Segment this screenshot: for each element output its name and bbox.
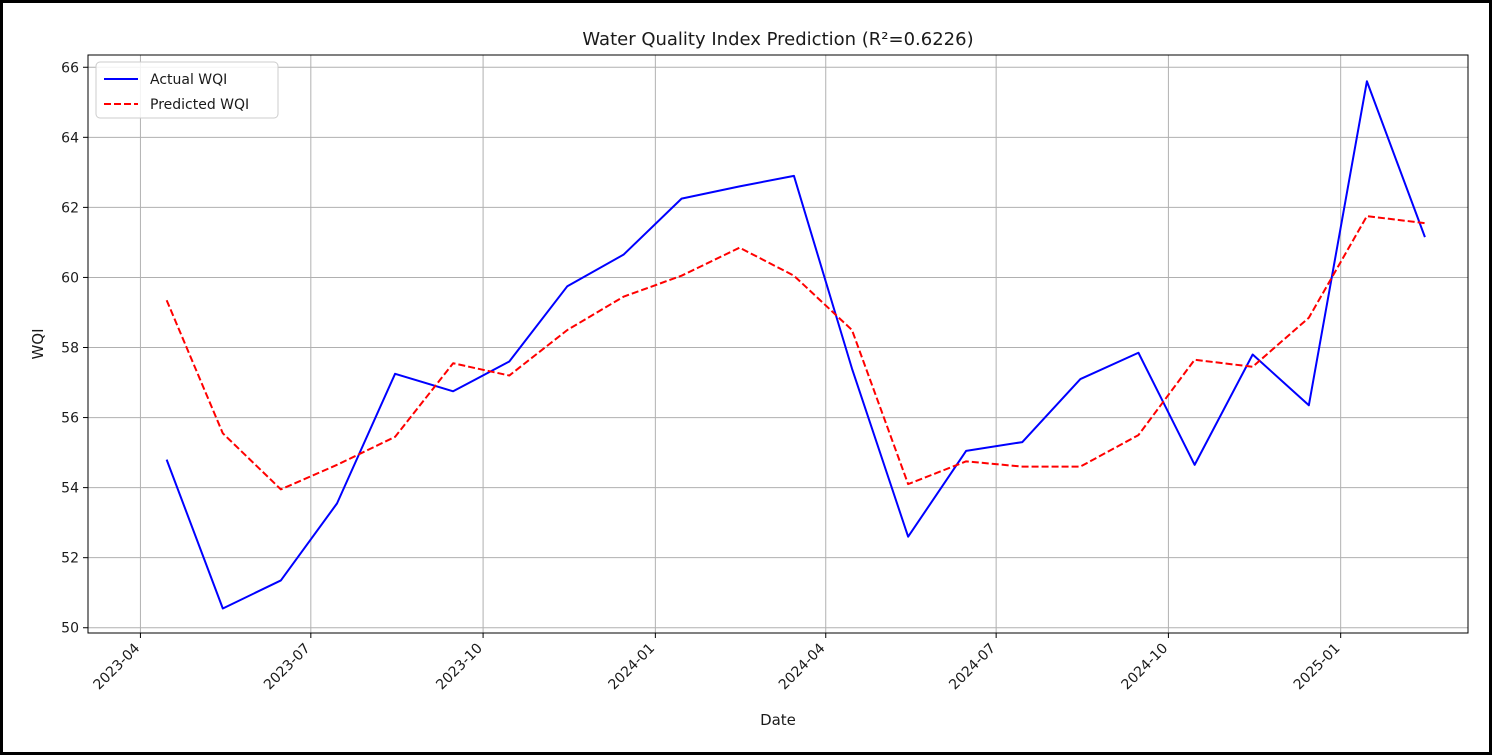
legend-label-actual: Actual WQI — [150, 72, 227, 88]
x-tick-label: 2024-07 — [946, 641, 999, 694]
x-tick-label: 2023-04 — [91, 640, 144, 693]
series-lines — [165, 80, 1426, 610]
x-tick-label: 2024-01 — [606, 641, 659, 694]
series-line-actual — [165, 80, 1426, 610]
plot-background — [88, 55, 1468, 633]
legend-label-predicted: Predicted WQI — [150, 97, 249, 113]
x-tick-label: 2023-10 — [433, 641, 486, 694]
x-axis-label: Date — [760, 711, 796, 729]
gridlines — [88, 55, 1468, 633]
chart-title: Water Quality Index Prediction (R²=0.622… — [582, 29, 973, 50]
plot-frame — [87, 54, 1469, 634]
y-tick-label: 50 — [61, 621, 79, 637]
x-tick-label: 2025-01 — [1291, 641, 1344, 694]
y-tick-label: 54 — [61, 481, 79, 497]
y-tick-label: 64 — [61, 130, 79, 146]
x-tick-label: 2023-07 — [261, 641, 314, 694]
x-tick-label: 2024-04 — [776, 640, 829, 693]
y-tick-label: 62 — [61, 200, 79, 216]
legend: Actual WQI Predicted WQI — [95, 61, 279, 119]
y-tick-label: 52 — [61, 551, 79, 567]
y-tick-label: 66 — [61, 60, 79, 76]
legend-box — [95, 61, 279, 119]
y-tick-label: 56 — [61, 411, 79, 427]
y-tick-label: 58 — [61, 341, 79, 357]
x-tick-label: 2024-10 — [1119, 641, 1172, 694]
y-tick-label: 60 — [61, 270, 79, 286]
y-axis-label: WQI — [29, 328, 47, 359]
